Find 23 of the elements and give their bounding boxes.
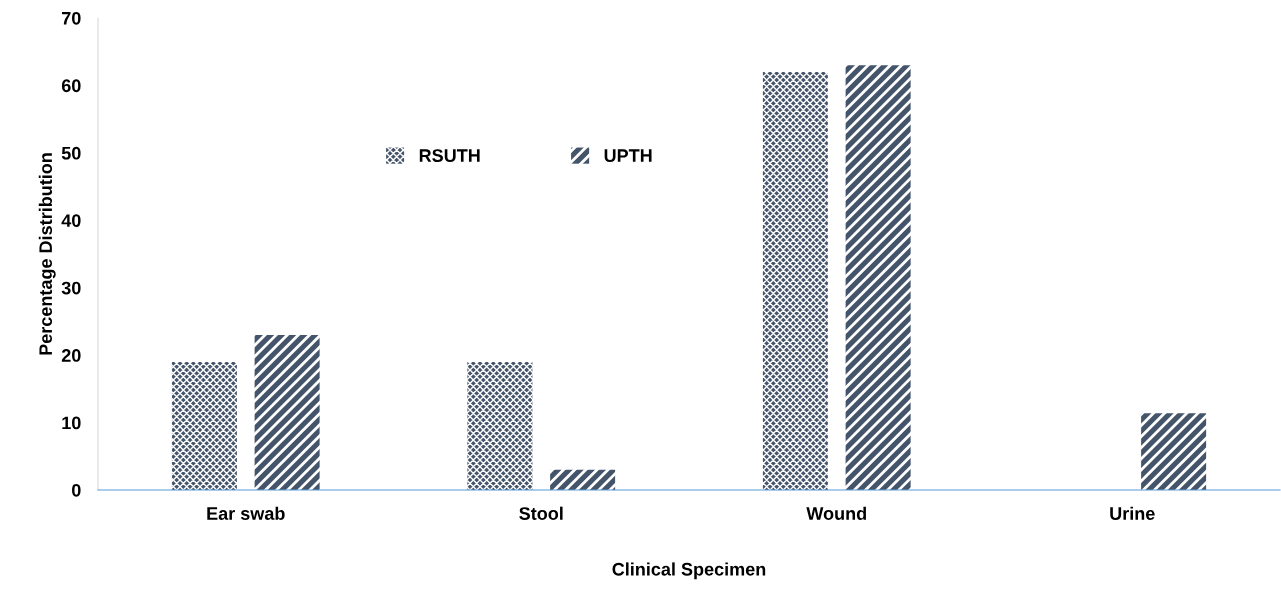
y-tick-label: 10 — [62, 416, 81, 430]
x-tick-label: Stool — [519, 506, 563, 520]
legend-label: RSUTH — [419, 149, 480, 162]
x-axis-title: Clinical Specimen — [612, 562, 766, 580]
y-tick-label: 20 — [61, 349, 81, 362]
y-tick-label: 70 — [62, 11, 81, 25]
y-tick-label: 0 — [72, 483, 81, 497]
y-tick-label: 30 — [61, 281, 81, 295]
bar — [1141, 413, 1207, 490]
bar — [171, 361, 237, 490]
y-tick-label: 40 — [61, 214, 81, 228]
y-axis-title: Percentage Distribution — [38, 153, 56, 355]
y-tick-label: 60 — [61, 79, 81, 93]
bar — [845, 65, 911, 490]
bar — [467, 361, 533, 490]
y-tick-label: 50 — [61, 146, 81, 160]
x-tick-label: Urine — [1110, 506, 1155, 520]
bar — [550, 469, 616, 490]
x-tick-label: Wound — [806, 506, 866, 520]
bar — [762, 71, 828, 490]
legend-label: UPTH — [604, 149, 652, 162]
bar — [254, 334, 320, 490]
x-tick-label: Ear swab — [207, 506, 285, 520]
